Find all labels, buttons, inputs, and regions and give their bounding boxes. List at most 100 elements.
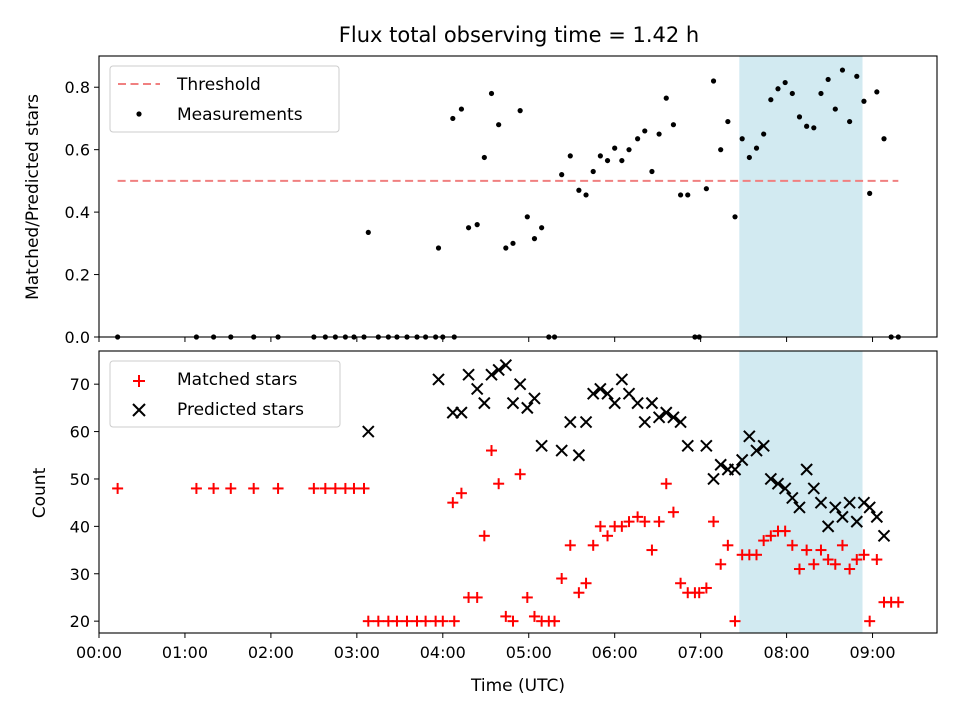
x-tick-label: 04:00 — [420, 643, 466, 662]
legend-matched-swatch — [133, 375, 145, 387]
matched-star-point — [751, 549, 763, 561]
matched-star-point — [715, 558, 727, 570]
predicted-star-point — [836, 510, 849, 524]
matched-star-point — [660, 478, 672, 490]
predicted-star-point — [667, 411, 680, 424]
predicted-star-point — [513, 377, 527, 391]
measurement-point — [524, 214, 530, 220]
matched-star-point — [793, 563, 805, 575]
predicted-star-point — [681, 439, 694, 452]
predicted-star-point — [499, 359, 513, 372]
matched-star-point — [708, 516, 720, 528]
measurement-point — [435, 245, 442, 251]
matched-star-point — [448, 615, 460, 627]
predicted-stars-points — [362, 359, 891, 543]
predicted-star-point — [735, 453, 749, 467]
matched-star-point — [329, 482, 341, 494]
matched-star-point — [319, 482, 331, 494]
matched-star-point — [602, 530, 614, 542]
measurement-point — [796, 114, 803, 120]
matched-star-point — [801, 544, 813, 556]
legend-threshold-label: Threshold — [176, 75, 261, 95]
measurement-point — [496, 122, 502, 128]
predicted-star-point — [757, 439, 770, 452]
matched-star-point — [871, 554, 883, 566]
matched-star-point — [556, 572, 568, 584]
matched-star-point — [623, 516, 635, 528]
matched-star-point — [829, 558, 841, 570]
measurement-point — [590, 168, 596, 175]
matched-star-point — [308, 482, 320, 494]
predicted-star-point — [601, 387, 614, 400]
predicted-star-point — [432, 373, 445, 386]
matched-star-point — [822, 554, 834, 566]
matched-star-point — [420, 615, 432, 627]
matched-star-point — [693, 587, 705, 599]
predicted-star-point — [764, 472, 778, 486]
measurement-point — [635, 136, 641, 142]
bottom-y-tick-label: 40 — [70, 517, 90, 536]
bottom-legend-box — [109, 360, 341, 428]
matched-star-point — [248, 482, 260, 494]
predicted-star-point — [455, 406, 468, 419]
predicted-star-point — [870, 510, 884, 524]
measurement-point — [881, 136, 887, 142]
measurement-point — [503, 245, 509, 251]
measurement-point — [847, 118, 853, 125]
predicted-star-point — [728, 463, 742, 476]
matched-star-point — [722, 539, 734, 551]
measurement-point — [874, 89, 880, 95]
legend-measurements-label: Measurements — [177, 105, 303, 125]
predicted-star-point — [821, 520, 835, 533]
matched-star-point — [808, 558, 820, 570]
bottom-legend: Matched stars Predicted stars — [109, 360, 341, 428]
matched-star-point — [190, 482, 202, 494]
predicted-star-point — [674, 415, 687, 429]
measurement-point — [854, 73, 860, 79]
bottom-y-tick-label: 60 — [70, 423, 90, 442]
predicted-star-point — [863, 501, 876, 514]
predicted-star-point — [535, 439, 548, 452]
measurement-point — [825, 76, 831, 83]
matched-star-point — [478, 530, 490, 542]
x-tick-label: 02:00 — [248, 643, 294, 662]
matched-star-point — [485, 445, 497, 457]
x-axis-label: Time (UTC) — [470, 676, 565, 696]
bottom-highlight-span — [739, 351, 863, 633]
predicted-star-point — [700, 439, 713, 452]
x-tick-label: 05:00 — [506, 643, 552, 662]
measurement-point — [811, 125, 817, 131]
legend-predicted-label: Predicted stars — [177, 400, 304, 420]
measurement-point — [474, 222, 480, 228]
measurement-point — [768, 97, 774, 103]
matched-star-point — [507, 615, 519, 627]
matched-star-point — [580, 577, 592, 589]
predicted-star-point — [572, 449, 586, 462]
predicted-star-point — [608, 396, 621, 410]
predicted-star-point — [485, 368, 498, 381]
predicted-star-point — [800, 463, 813, 476]
measurement-point — [619, 157, 625, 164]
matched-star-point — [675, 577, 687, 589]
matched-star-point — [514, 468, 526, 480]
matched-star-point — [573, 587, 585, 599]
x-tick-label: 08:00 — [764, 643, 810, 662]
top-y-ticks: 0.0 0.2 0.4 0.6 0.8 — [65, 78, 99, 347]
measurement-point — [746, 154, 752, 161]
measurement-point — [626, 147, 632, 153]
predicted-star-point — [521, 401, 534, 415]
matched-star-point — [447, 497, 459, 509]
measurement-point — [597, 153, 603, 159]
top-x-ticks — [98, 337, 874, 342]
matched-star-point — [616, 520, 628, 532]
matched-star-point — [858, 549, 870, 561]
top-y-tick-label: 0.0 — [65, 328, 90, 347]
top-legend-box — [109, 65, 340, 133]
predicted-star-point — [660, 406, 673, 419]
measurement-point — [510, 240, 516, 246]
matched-star-point — [455, 487, 467, 499]
predicted-star-point — [843, 496, 856, 509]
top-y-tick-label: 0.4 — [65, 203, 90, 222]
measurement-point — [583, 192, 589, 198]
predicted-star-point — [714, 458, 727, 471]
